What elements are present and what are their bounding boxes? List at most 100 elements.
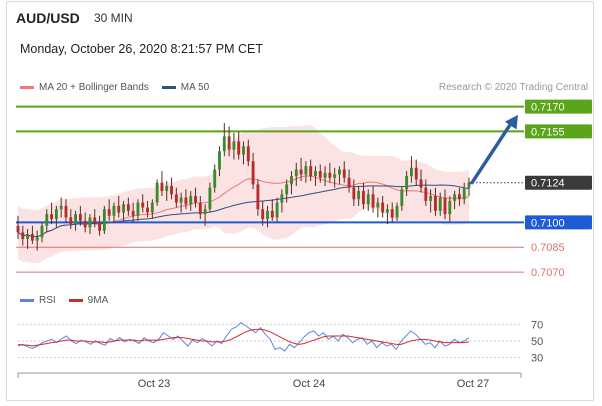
candle (194, 187, 197, 208)
candle-body (381, 202, 385, 213)
rsi-tick-label: 70 (531, 319, 543, 331)
candle-body (294, 169, 298, 177)
candle-body (88, 217, 92, 228)
candle-body (457, 194, 461, 200)
candle-body (112, 205, 116, 216)
candle-body (385, 209, 389, 213)
candle (122, 200, 125, 221)
candle (285, 179, 289, 203)
candle (218, 146, 221, 177)
candle (141, 194, 145, 213)
candle (165, 181, 169, 201)
legend-swatch-9ma (68, 299, 83, 302)
candle (246, 139, 250, 167)
candle-body (122, 204, 125, 213)
candle-body (117, 205, 121, 213)
candle-body (208, 187, 212, 210)
candle (438, 192, 442, 216)
candle-body (362, 190, 365, 205)
candle-body (409, 167, 413, 177)
candle (395, 202, 399, 221)
candle-body (338, 169, 341, 175)
candle (74, 210, 78, 231)
candle (222, 123, 226, 157)
candle-body (400, 189, 404, 206)
legend-price: MA 20 + Bollinger Bands MA 50 (20, 82, 209, 93)
candle (160, 171, 164, 196)
candle-body (203, 209, 207, 215)
candle (371, 186, 375, 213)
candle (237, 131, 241, 160)
candle-body (59, 205, 63, 210)
candle-body (333, 174, 337, 178)
candle (261, 200, 265, 226)
candle (117, 195, 121, 218)
candle-body (357, 190, 361, 200)
legend-swatch-rsi (20, 299, 34, 302)
candle-body (352, 187, 356, 200)
candle (390, 202, 394, 223)
candle-body (141, 202, 145, 208)
candle (290, 171, 293, 195)
candle (275, 197, 279, 223)
candle-body (433, 195, 437, 211)
candle-body (256, 184, 260, 210)
candle-body (16, 225, 20, 233)
candle (30, 225, 34, 244)
candle (280, 189, 284, 213)
candle (381, 195, 385, 218)
candle-body (98, 222, 102, 231)
candle (299, 157, 303, 182)
candle-body (347, 177, 351, 188)
candle (170, 177, 173, 200)
candle-body (328, 172, 332, 178)
candle (362, 182, 365, 210)
candle (131, 202, 135, 223)
candle (338, 166, 341, 185)
candle (409, 156, 413, 183)
candle-body (414, 167, 418, 180)
candle (342, 161, 346, 183)
level-label-0.7155: 0.7155 (531, 126, 565, 138)
candle (174, 187, 178, 208)
candle (203, 204, 207, 226)
candle-body (251, 161, 255, 185)
forecast-arrow-head (504, 114, 518, 130)
legend-swatch-ma20 (20, 86, 34, 89)
candle (347, 169, 351, 193)
candle-body (21, 232, 25, 239)
candle (457, 187, 461, 206)
candle (83, 212, 87, 233)
candle-body (448, 200, 452, 215)
candle-body (78, 214, 82, 221)
candle-body (280, 194, 284, 203)
candle (294, 162, 298, 187)
candle (59, 197, 63, 218)
candle-body (419, 179, 423, 188)
candle (146, 200, 149, 218)
candle-body (309, 166, 313, 177)
candle-body (93, 217, 97, 223)
candle (309, 159, 313, 182)
candle (213, 164, 217, 193)
candle (376, 197, 380, 218)
x-tick-label: Oct 23 (138, 378, 170, 390)
candle-body (155, 182, 159, 203)
candle (112, 202, 116, 223)
candle-body (462, 187, 466, 200)
candle (88, 214, 92, 235)
candle (102, 205, 106, 235)
candle-body (237, 141, 241, 155)
candle-body (266, 210, 269, 220)
candle (453, 190, 457, 210)
candle-body (429, 195, 433, 201)
rsi-tick-label: 30 (531, 353, 543, 365)
candle-body (376, 202, 380, 208)
candle (429, 189, 433, 213)
candle (198, 195, 202, 220)
candle (419, 169, 423, 193)
candle-body (198, 202, 202, 215)
candle-body (184, 197, 188, 205)
candle-body (126, 204, 130, 211)
